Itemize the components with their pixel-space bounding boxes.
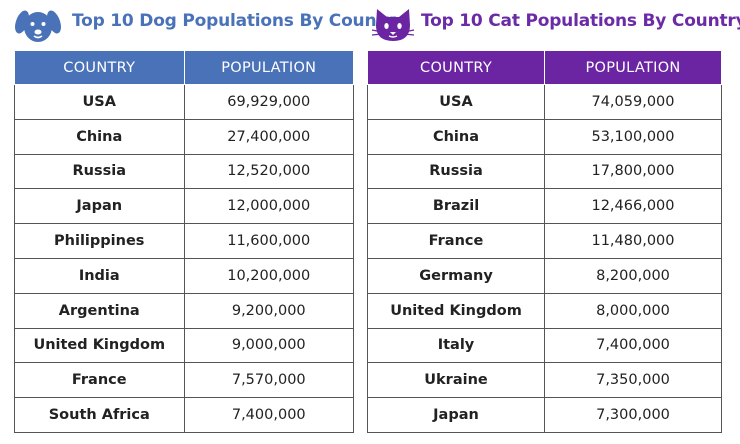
cat-table: COUNTRY POPULATION USA 74,059,000 China 53,… [367, 50, 722, 433]
cat-country-cell: USA [367, 84, 545, 120]
dog-table: COUNTRY POPULATION USA 69,929,000 China 27,… [14, 50, 354, 433]
table-row: India 10,200,000 [14, 257, 354, 294]
table-row: Germany 8,200,000 [367, 257, 722, 294]
dog-population-cell: 69,929,000 [183, 84, 354, 120]
dog-table-header-row: COUNTRY POPULATION [14, 50, 354, 85]
cat-heading: Top 10 Cat Populations By Country [367, 0, 740, 50]
dog-table-body: USA 69,929,000 China 27,400,000 Russia 12,520… [14, 84, 354, 433]
dog-heading: Top 10 Dog Populations By Country [14, 0, 404, 50]
dog-population-cell: 7,570,000 [183, 362, 354, 399]
dog-population-cell: 11,600,000 [183, 223, 354, 259]
cat-population-cell: 8,000,000 [544, 292, 722, 329]
table-row: France 11,480,000 [367, 223, 722, 259]
cat-country-cell: Brazil [367, 188, 545, 225]
dog-population-cell: 10,200,000 [183, 257, 354, 294]
cat-country-cell: Japan [367, 397, 545, 433]
dog-country-cell: Russia [14, 153, 185, 190]
cat-table-header-row: COUNTRY POPULATION [367, 50, 722, 85]
table-row: Brazil 12,466,000 [367, 188, 722, 225]
cat-population-cell: 74,059,000 [544, 84, 722, 120]
cat-table-body: USA 74,059,000 China 53,100,000 Russia 17,800… [367, 84, 722, 433]
dog-country-cell: USA [14, 84, 185, 120]
table-row: Philippines 11,600,000 [14, 223, 354, 259]
dog-country-header[interactable]: COUNTRY [14, 50, 185, 85]
table-row: USA 69,929,000 [14, 84, 354, 120]
cat-panel: Top 10 Cat Populations By Country COUNTR… [367, 0, 740, 433]
table-row: Japan 7,300,000 [367, 397, 722, 433]
table-row: China 53,100,000 [367, 118, 722, 155]
cat-face-icon [371, 5, 415, 49]
dog-population-cell: 9,000,000 [183, 327, 354, 364]
table-row: Russia 17,800,000 [367, 153, 722, 190]
table-row: Russia 12,520,000 [14, 153, 354, 190]
cat-country-cell: France [367, 223, 545, 259]
cat-population-cell: 12,466,000 [544, 188, 722, 225]
table-row: United Kingdom 8,000,000 [367, 292, 722, 329]
dog-population-cell: 7,400,000 [183, 397, 354, 433]
table-row: Argentina 9,200,000 [14, 292, 354, 329]
cat-country-cell: Russia [367, 153, 545, 190]
dog-panel: Top 10 Dog Populations By Country COUNTR… [14, 0, 404, 433]
dog-country-cell: South Africa [14, 397, 185, 433]
cat-population-cell: 17,800,000 [544, 153, 722, 190]
dog-country-cell: France [14, 362, 185, 399]
cat-country-cell: United Kingdom [367, 292, 545, 329]
cat-country-cell: China [367, 118, 545, 155]
table-row: Japan 12,000,000 [14, 188, 354, 225]
dog-population-cell: 9,200,000 [183, 292, 354, 329]
dog-population-header[interactable]: POPULATION [183, 50, 354, 85]
cat-population-cell: 7,400,000 [544, 327, 722, 364]
cat-population-cell: 53,100,000 [544, 118, 722, 155]
cat-population-cell: 7,350,000 [544, 362, 722, 399]
table-row: Ukraine 7,350,000 [367, 362, 722, 399]
dog-population-cell: 27,400,000 [183, 118, 354, 155]
cat-title: Top 10 Cat Populations By Country [421, 11, 740, 31]
table-row: Italy 7,400,000 [367, 327, 722, 364]
cat-population-cell: 8,200,000 [544, 257, 722, 294]
cat-population-cell: 7,300,000 [544, 397, 722, 433]
table-row: USA 74,059,000 [367, 84, 722, 120]
table-row: China 27,400,000 [14, 118, 354, 155]
cat-country-cell: Ukraine [367, 362, 545, 399]
table-row: South Africa 7,400,000 [14, 397, 354, 433]
dog-population-cell: 12,520,000 [183, 153, 354, 190]
dog-population-cell: 12,000,000 [183, 188, 354, 225]
dog-country-cell: United Kingdom [14, 327, 185, 364]
dog-face-icon [14, 5, 62, 49]
dog-country-cell: Philippines [14, 223, 185, 259]
dog-country-cell: India [14, 257, 185, 294]
dog-country-cell: China [14, 118, 185, 155]
cat-country-header[interactable]: COUNTRY [367, 50, 545, 85]
dog-title: Top 10 Dog Populations By Country [72, 11, 404, 31]
cat-population-cell: 11,480,000 [544, 223, 722, 259]
dog-country-cell: Japan [14, 188, 185, 225]
table-row: United Kingdom 9,000,000 [14, 327, 354, 364]
dog-country-cell: Argentina [14, 292, 185, 329]
cat-country-cell: Italy [367, 327, 545, 364]
cat-population-header[interactable]: POPULATION [544, 50, 722, 85]
cat-country-cell: Germany [367, 257, 545, 294]
table-row: France 7,570,000 [14, 362, 354, 399]
